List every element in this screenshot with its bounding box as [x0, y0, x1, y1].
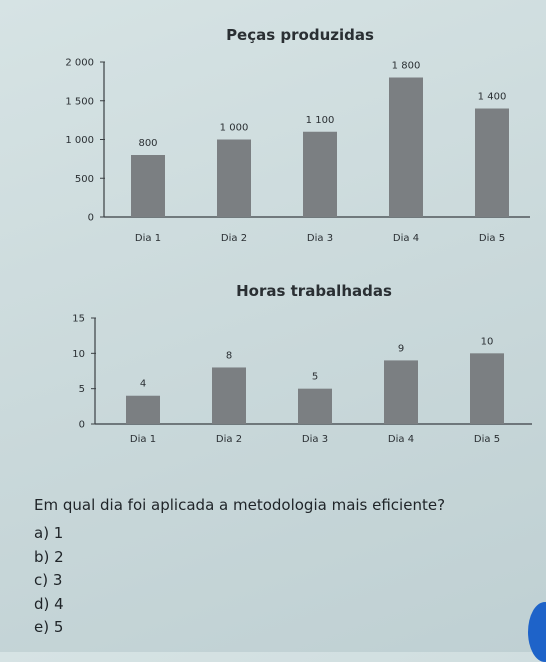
y-tick-label: 2 000 — [65, 58, 94, 69]
y-tick-label: 1 500 — [65, 96, 94, 107]
bar — [217, 139, 251, 217]
bar — [126, 395, 160, 424]
data-label: 10 — [481, 336, 494, 347]
y-tick-label: 1 000 — [65, 135, 94, 146]
data-label: 8 — [226, 350, 232, 361]
data-label: 5 — [312, 372, 318, 383]
chart-title: Peças produzidas — [226, 26, 374, 44]
x-tick-label: Dia 1 — [130, 434, 156, 445]
bar — [470, 353, 504, 424]
option-a[interactable]: a) 1 — [34, 524, 64, 542]
data-label: 4 — [140, 379, 146, 390]
y-tick-label: 15 — [72, 314, 85, 325]
x-tick-label: Dia 5 — [479, 233, 505, 244]
x-tick-label: Dia 2 — [221, 233, 247, 244]
x-tick-label: Dia 4 — [388, 434, 414, 445]
option-c[interactable]: c) 3 — [34, 571, 63, 589]
data-label: 1 400 — [478, 92, 507, 103]
chart-horas-trabalhadas: Horas trabalhadas 0 5 10 15 4 Dia 1 8 Dia 2 5 Dia … — [72, 282, 532, 445]
option-e[interactable]: e) 5 — [34, 618, 64, 636]
blue-corner-shape — [528, 602, 546, 662]
data-label: 800 — [138, 138, 157, 149]
x-tick-label: Dia 5 — [474, 434, 500, 445]
x-tick-label: Dia 1 — [135, 233, 161, 244]
x-tick-label: Dia 4 — [393, 233, 419, 244]
bar — [303, 131, 337, 217]
y-tick-label: 500 — [75, 174, 94, 185]
data-label: 9 — [398, 343, 404, 354]
chart-title: Horas trabalhadas — [236, 282, 392, 300]
chart-pecas-produzidas: Peças produzidas 0 500 1 000 1 500 2 000 800 Di… — [65, 26, 530, 244]
bar — [475, 108, 509, 217]
bar — [389, 77, 423, 217]
y-tick-label: 10 — [72, 349, 85, 360]
y-tick-label: 0 — [79, 420, 85, 431]
option-b[interactable]: b) 2 — [34, 547, 64, 566]
answer-options: a) 1 b) 2 c) 3 d) 4 e) 5 — [34, 522, 64, 640]
bar — [298, 388, 332, 424]
bar — [384, 360, 418, 424]
question-text: Em qual dia foi aplicada a metodologia m… — [34, 496, 446, 514]
bar — [212, 367, 246, 424]
data-label: 1 800 — [392, 61, 421, 72]
y-tick-label: 0 — [88, 213, 94, 224]
data-label: 1 100 — [306, 115, 335, 126]
x-tick-label: Dia 3 — [302, 434, 328, 445]
y-tick-label: 5 — [79, 384, 85, 395]
option-d[interactable]: d) 4 — [34, 594, 64, 613]
data-label: 1 000 — [220, 123, 249, 134]
bar — [131, 155, 165, 217]
x-tick-label: Dia 2 — [216, 434, 242, 445]
x-tick-label: Dia 3 — [307, 233, 333, 244]
